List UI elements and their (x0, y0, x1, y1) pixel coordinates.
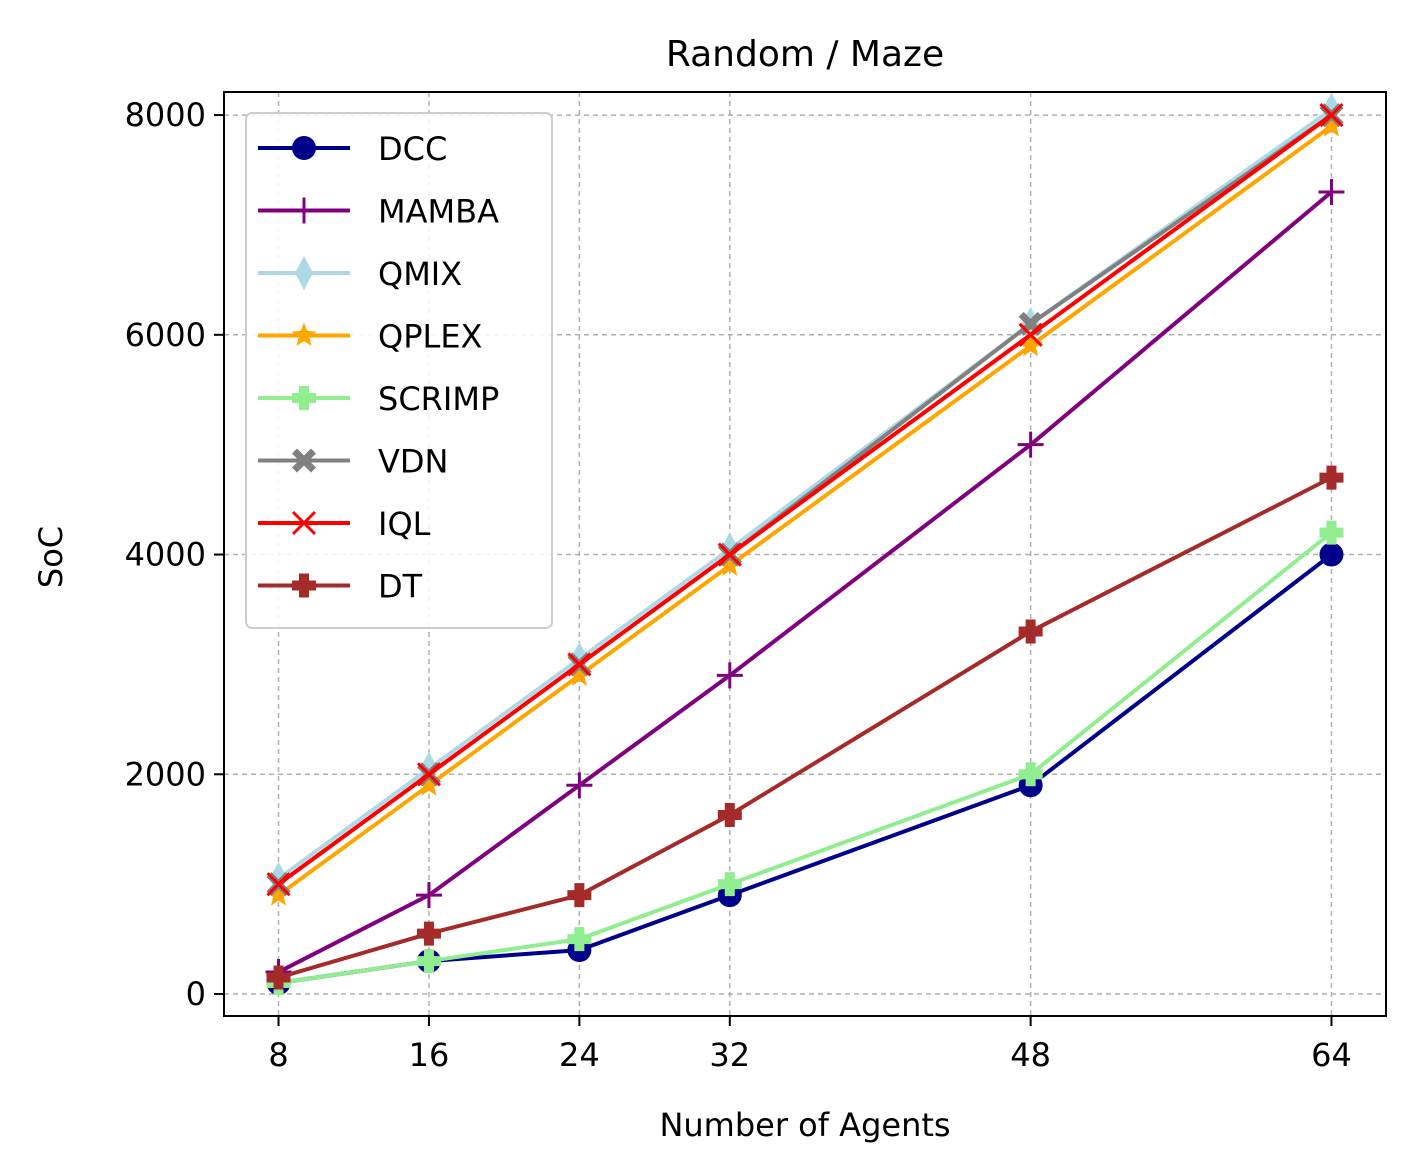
series-dt (266, 465, 1344, 990)
y-axis-label: SoC (32, 526, 70, 588)
dt-point (1018, 619, 1043, 644)
qplex-point (567, 662, 592, 686)
legend-item-scrimp: SCRIMP (258, 380, 499, 418)
legend-label: DCC (378, 130, 447, 168)
y-tick-label: 4000 (125, 536, 206, 574)
legend-label: QMIX (378, 255, 462, 293)
series-layer (265, 92, 1345, 996)
iql-point (567, 652, 592, 677)
x-tick-label: 32 (709, 1036, 750, 1074)
legend-item-dcc: DCC (258, 130, 447, 168)
iql-line (277, 113, 1333, 886)
legend-item-vdn: VDN (258, 443, 448, 481)
legend-label: VDN (378, 443, 448, 481)
mamba-point (415, 882, 442, 909)
qplex-point (1319, 113, 1344, 137)
plot-frame (223, 91, 1387, 1017)
legend-label: IQL (378, 505, 431, 543)
iql-point (717, 542, 742, 567)
scrimp-point (567, 927, 592, 952)
series-iql (266, 103, 1344, 897)
legend-item-dt: DT (258, 568, 423, 606)
mamba-point (1017, 431, 1044, 458)
iql-point (416, 762, 442, 787)
mamba-line (277, 190, 1333, 974)
x-tick-label: 8 (268, 1036, 288, 1074)
mamba-point (1318, 178, 1345, 205)
iql-point (266, 872, 291, 897)
dcc-point (1319, 542, 1344, 567)
legend-marker (292, 136, 316, 160)
ticks: 8 16 24 32 48 64 0 2000 4000 6000 8000 (125, 96, 1352, 1074)
qplex-point (717, 552, 743, 577)
chart-title: Random / Maze (666, 34, 944, 75)
legend-label: SCRIMP (378, 380, 499, 418)
legend-marker (291, 322, 317, 347)
dt-line (277, 475, 1333, 980)
legend-label: QPLEX (378, 318, 482, 356)
legend-label: MAMBA (378, 193, 499, 231)
legend-marker (292, 448, 316, 473)
legend-item-iql: IQL (258, 505, 431, 543)
dt-point (717, 802, 742, 827)
y-tick-label: 6000 (125, 316, 206, 354)
scrimp-line (278, 531, 1333, 986)
scrimp-point (717, 872, 742, 897)
iql-point (1319, 103, 1344, 128)
legend-marker (295, 256, 313, 290)
legend: DCC MAMBA QMIX QPLEX SCRIMP VDN IQL DT (245, 112, 553, 629)
x-tick-label: 16 (409, 1036, 450, 1074)
qplex-line (277, 124, 1333, 897)
dt-point (266, 965, 291, 990)
legend-marker (291, 197, 317, 224)
qplex-point (266, 882, 291, 906)
y-tick-label: 2000 (125, 755, 206, 793)
scrimp-point (416, 949, 441, 974)
scrimp-point (1018, 762, 1043, 787)
mamba-point (566, 772, 593, 799)
legend-marker (292, 573, 316, 598)
y-tick-label: 8000 (125, 96, 206, 134)
x-tick-label: 24 (559, 1036, 600, 1074)
x-tick-label: 48 (1010, 1036, 1051, 1074)
y-tick-label: 0 (186, 975, 206, 1013)
dt-point (1319, 465, 1344, 490)
qplex-point (1018, 332, 1043, 357)
qplex-point (416, 772, 442, 796)
series-qplex (266, 113, 1344, 906)
legend-item-mamba: MAMBA (258, 193, 499, 231)
x-axis-label: Number of Agents (659, 1106, 950, 1144)
scrimp-point (1319, 520, 1344, 545)
iql-point (1018, 322, 1043, 347)
dt-point (416, 921, 441, 946)
legend-marker (292, 386, 316, 410)
dt-point (567, 883, 592, 908)
legend-frame (245, 112, 553, 629)
x-tick-label: 64 (1311, 1036, 1352, 1074)
legend-item-qmix: QMIX (258, 255, 462, 293)
legend-marker (291, 510, 317, 536)
legend-item-qplex: QPLEX (258, 318, 482, 356)
mamba-point (716, 662, 743, 689)
legend-label: DT (378, 568, 423, 606)
